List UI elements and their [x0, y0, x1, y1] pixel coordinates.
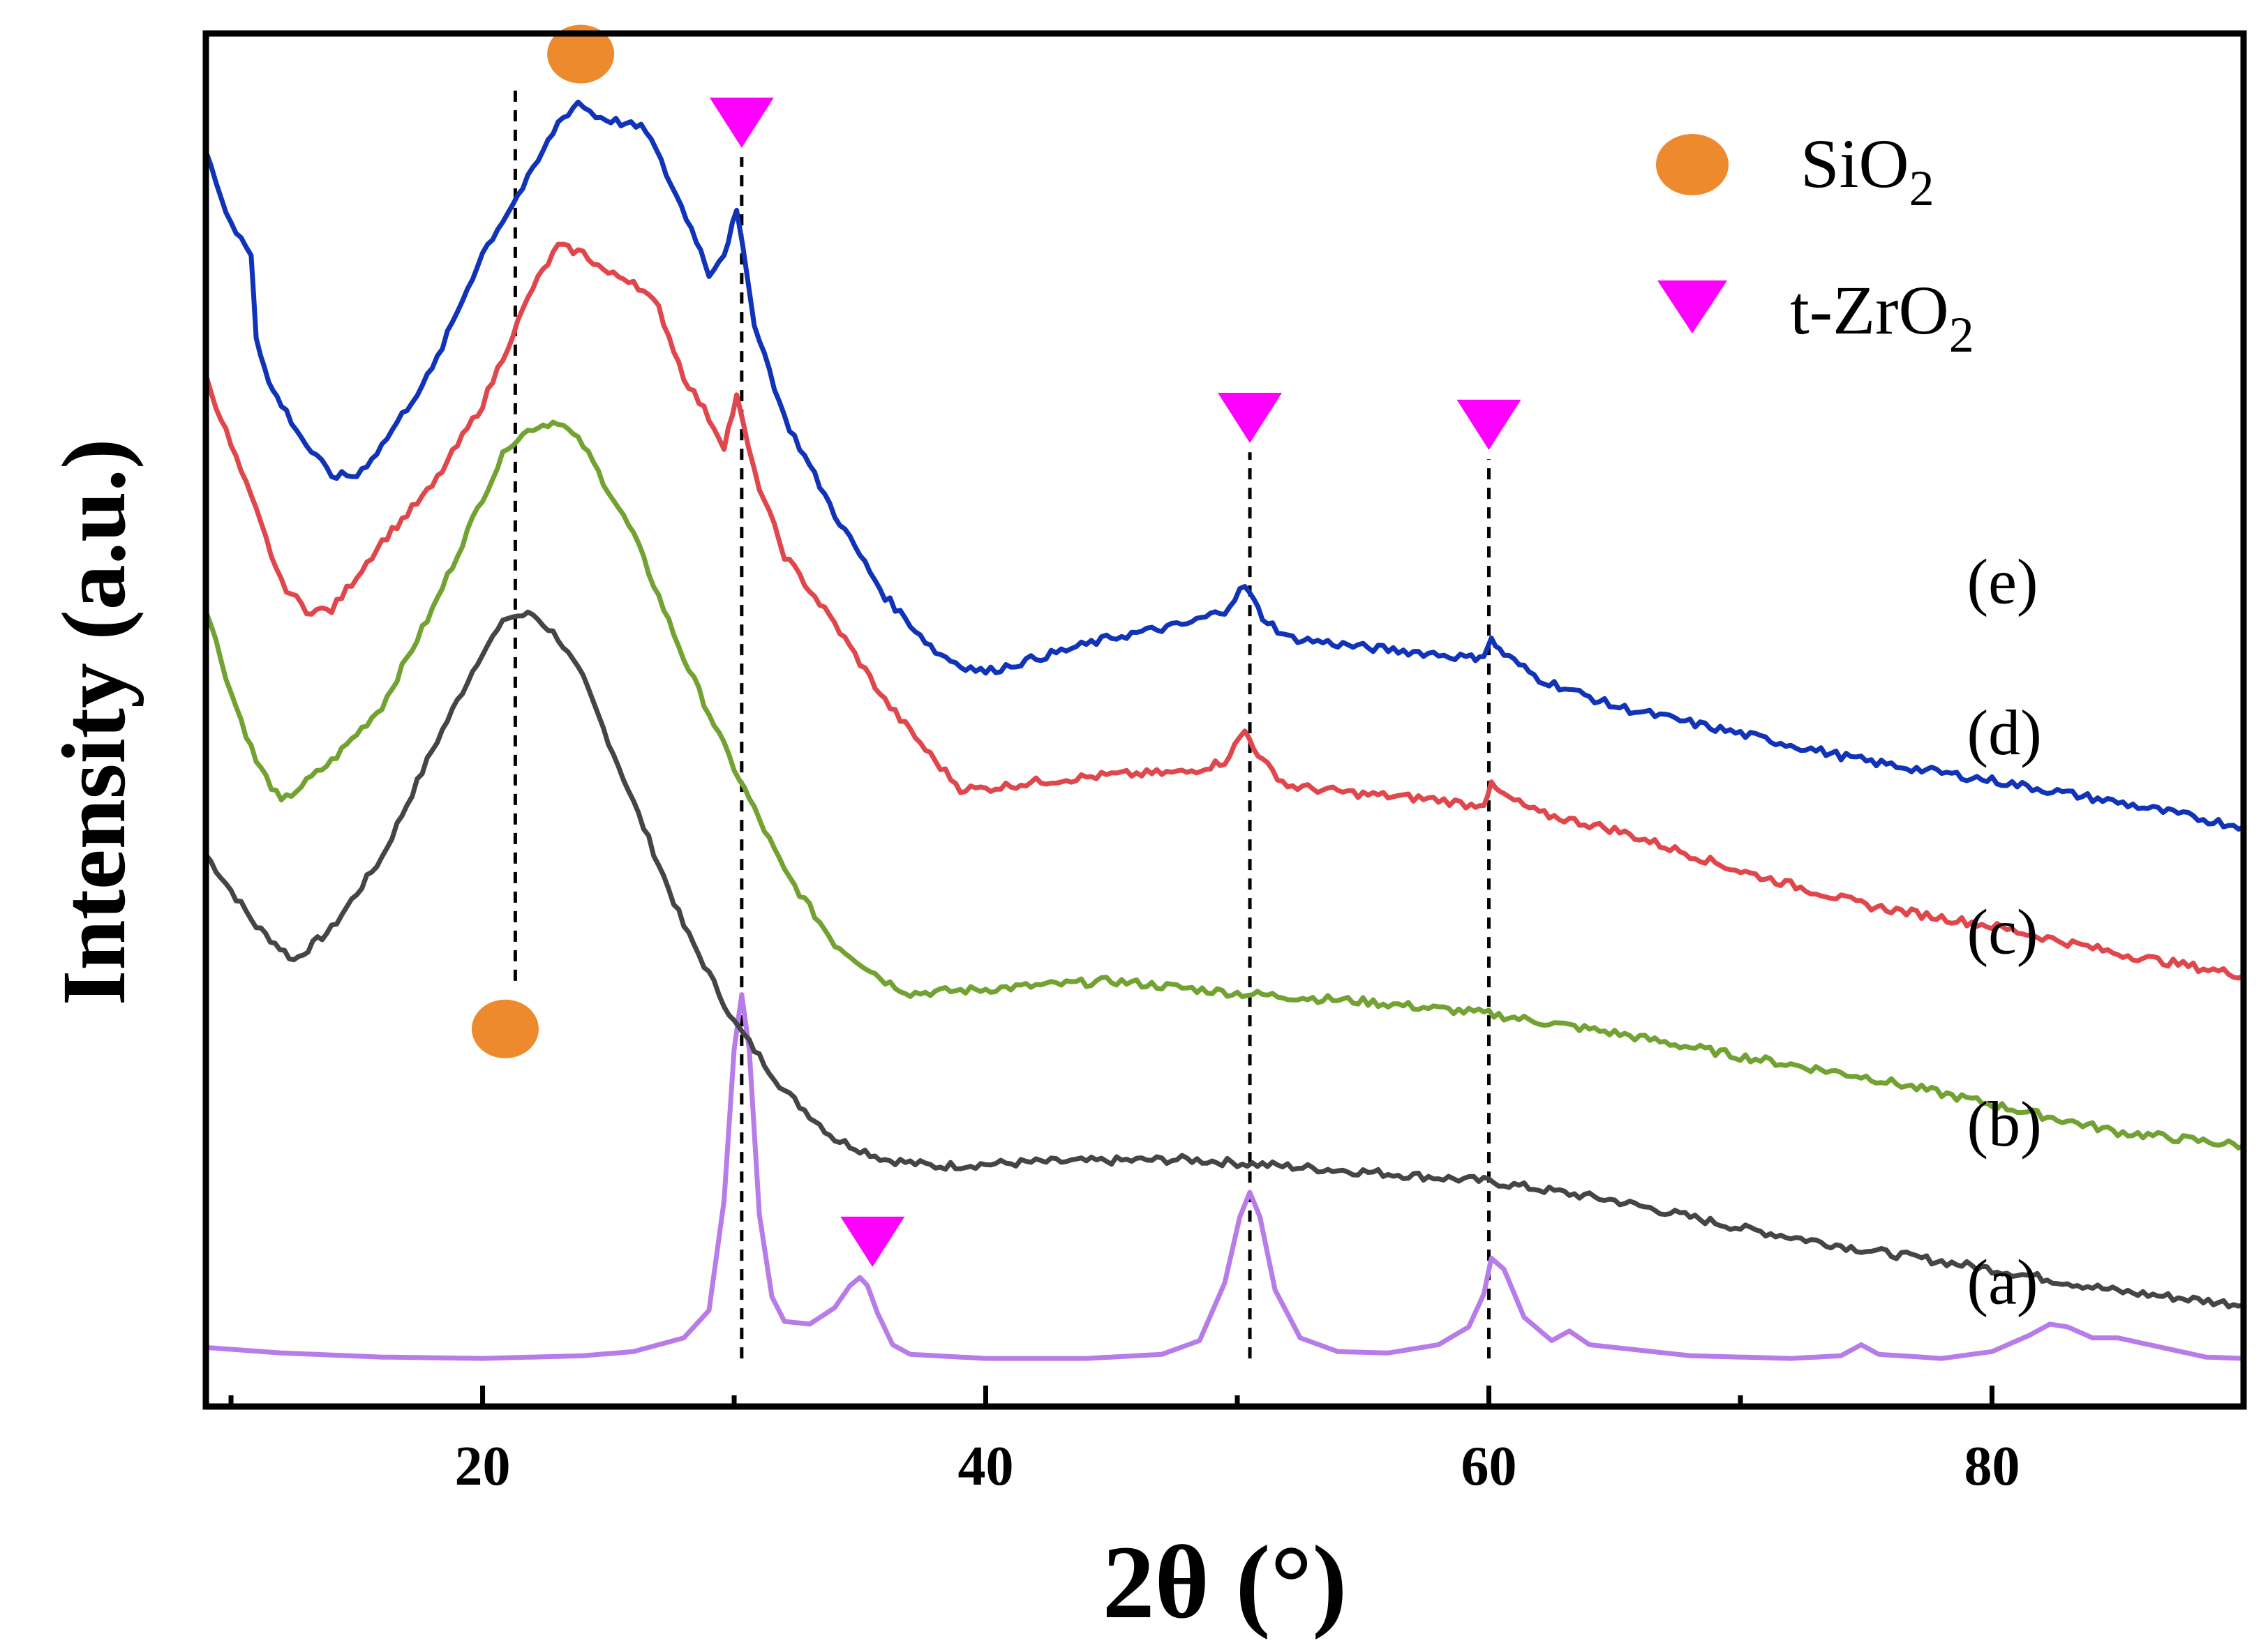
curve-label-b: (b) — [1967, 1088, 2041, 1160]
x-tick-label-40: 40 — [958, 1436, 1014, 1497]
sio2-marker-1 — [547, 24, 615, 84]
series-line-e — [203, 99, 2246, 832]
zro2-marker-1 — [709, 97, 774, 148]
series-line-d — [203, 241, 2246, 981]
curve-label-c: (c) — [1967, 897, 2038, 968]
guide-lines — [513, 88, 1491, 1359]
series-line-a — [203, 992, 2246, 1361]
series-line-c — [203, 419, 2246, 1150]
curve-label-e: (e) — [1967, 546, 2038, 617]
sio2-marker-2 — [471, 999, 539, 1058]
x-axis-label: 2θ (°) — [1103, 1524, 1348, 1640]
curve-label-a: (a) — [1967, 1246, 2038, 1317]
legend: SiO2 t-ZrO2 — [1656, 125, 1974, 363]
legend-zro2-marker — [1657, 280, 1727, 333]
zro2-marker-3 — [1456, 399, 1521, 450]
plot-frame — [202, 30, 2247, 1410]
x-tick-label-80: 80 — [1964, 1436, 2020, 1497]
peak-markers — [471, 24, 1521, 1267]
zro2-marker-2 — [1218, 393, 1283, 444]
curve-labels: (a) (b) (c) (d) (e) — [1967, 546, 2041, 1318]
x-tick-label-60: 60 — [1461, 1436, 1517, 1497]
series-line-b — [203, 609, 2246, 1310]
zro2-marker-4 — [840, 1216, 905, 1267]
legend-zro2-label: t-ZrO2 — [1790, 271, 1974, 363]
series-group — [203, 99, 2246, 1361]
x-tick-label-20: 20 — [455, 1436, 511, 1497]
x-axis-ticks: 20 40 60 80 — [228, 1386, 2246, 1497]
legend-sio2-label: SiO2 — [1800, 125, 1934, 216]
curve-label-d: (d) — [1967, 697, 2041, 768]
legend-sio2-marker — [1656, 134, 1729, 195]
y-axis-label: Intensity (a.u.) — [44, 439, 144, 1006]
